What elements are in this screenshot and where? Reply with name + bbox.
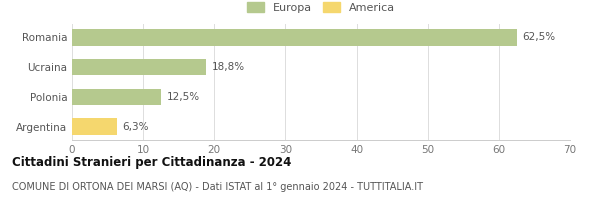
Bar	[72, 118, 117, 135]
Text: 62,5%: 62,5%	[523, 32, 556, 42]
Text: 18,8%: 18,8%	[211, 62, 245, 72]
Legend: Europa, America: Europa, America	[244, 0, 398, 16]
Text: 12,5%: 12,5%	[167, 92, 200, 102]
Bar	[72, 59, 206, 75]
Text: 6,3%: 6,3%	[122, 122, 149, 132]
Bar	[72, 89, 161, 105]
Bar	[72, 29, 517, 46]
Text: COMUNE DI ORTONA DEI MARSI (AQ) - Dati ISTAT al 1° gennaio 2024 - TUTTITALIA.IT: COMUNE DI ORTONA DEI MARSI (AQ) - Dati I…	[12, 182, 423, 192]
Text: Cittadini Stranieri per Cittadinanza - 2024: Cittadini Stranieri per Cittadinanza - 2…	[12, 156, 292, 169]
